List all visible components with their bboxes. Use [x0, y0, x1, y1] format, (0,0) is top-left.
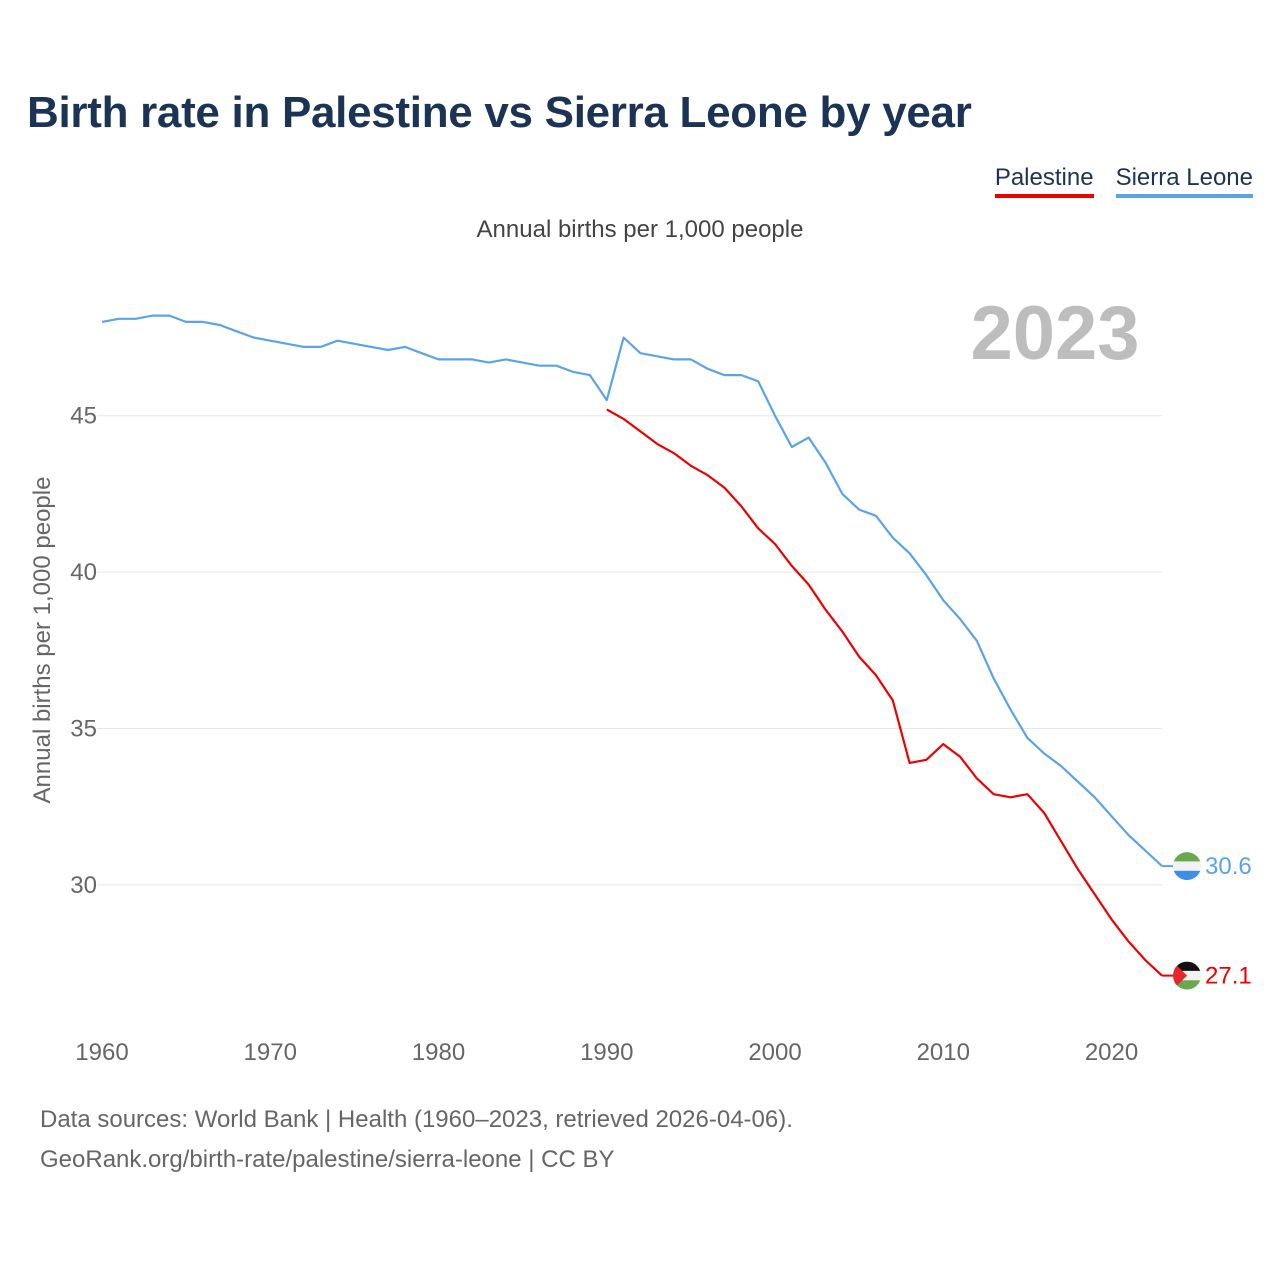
sierra-leone-flag-icon: [1173, 852, 1201, 881]
chart-title: Birth rate in Palestine vs Sierra Leone …: [27, 88, 972, 137]
x-tick-label-1970: 1970: [244, 1039, 297, 1066]
series-line-palestine: [606, 408, 1163, 977]
chart-subtitle: Annual births per 1,000 people: [476, 216, 804, 243]
x-tick-label-1980: 1980: [412, 1039, 465, 1066]
legend-item-palestine[interactable]: Palestine: [994, 164, 1094, 198]
flag-stripe-black: [1173, 961, 1201, 971]
flag-body-palestine: [1173, 961, 1201, 990]
footer-sources: Data sources: World Bank | Health (1960–…: [40, 1106, 793, 1133]
y-tick-label-40: 40: [70, 559, 97, 586]
flag-body-sierra-leone: [1173, 852, 1201, 881]
legend-item-sierra-leone[interactable]: Sierra Leone: [1115, 164, 1253, 198]
end-value-label-palestine: 27.1: [1205, 963, 1252, 990]
flag-triangle-red: [1173, 961, 1187, 990]
footer-link[interactable]: GeoRank.org/birth-rate/palestine/sierra-…: [40, 1146, 615, 1173]
flag-stripe-green: [1173, 980, 1201, 990]
legend: Palestine Sierra Leone: [994, 164, 1253, 198]
series-line-sierra-leone: [101, 314, 1163, 867]
palestine-flag-icon: [1173, 961, 1201, 990]
x-tick-label-2010: 2010: [917, 1039, 970, 1066]
flag-stripe-blue: [1173, 870, 1201, 881]
flag-stripe-green: [1173, 852, 1201, 862]
end-value-label-sierra-leone: 30.6: [1205, 853, 1252, 880]
x-tick-label-1990: 1990: [580, 1039, 633, 1066]
x-tick-label-1960: 1960: [75, 1039, 128, 1066]
flag-stripe-white: [1173, 861, 1201, 871]
x-tick-label-2020: 2020: [1085, 1039, 1138, 1066]
y-tick-label-30: 30: [70, 872, 97, 899]
year-badge: 2023: [970, 291, 1140, 376]
flag-stripe-white: [1173, 970, 1201, 981]
y-tick-label-35: 35: [70, 716, 97, 743]
x-tick-label-2000: 2000: [748, 1039, 801, 1066]
y-axis-label: Annual births per 1,000 people: [29, 477, 56, 804]
y-tick-label-45: 45: [70, 403, 97, 430]
